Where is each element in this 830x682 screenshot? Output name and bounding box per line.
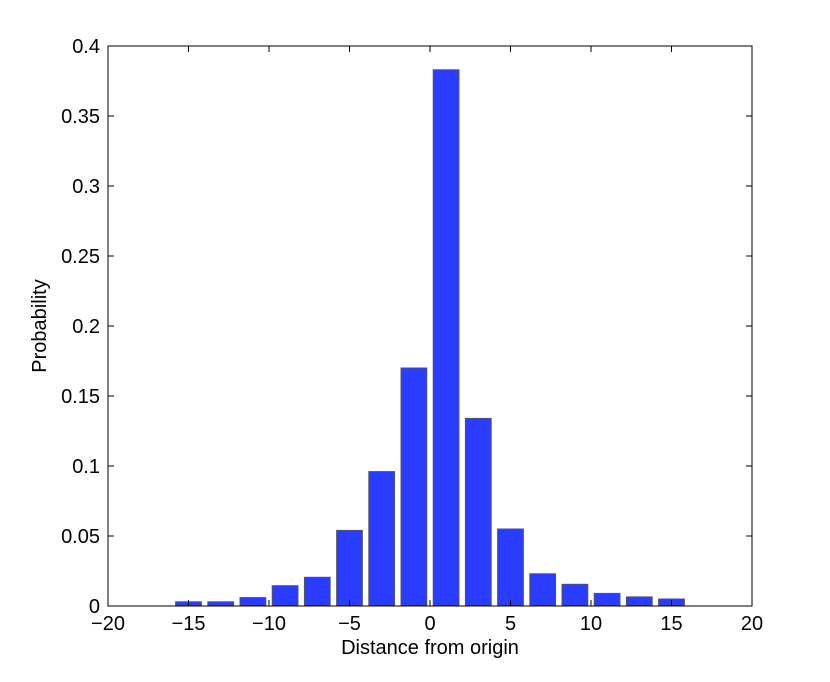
bar xyxy=(464,417,492,607)
y-tick-label: 0.15 xyxy=(61,386,100,408)
y-tick-label: 0.2 xyxy=(72,316,100,338)
y-tick-label: 0 xyxy=(89,596,100,618)
bar xyxy=(239,597,267,607)
y-tick-label: 0.4 xyxy=(72,36,100,58)
y-tick-label: 0.25 xyxy=(61,246,100,268)
x-axis-ticks: −20 −15 −10 −5 0 5 10 15 20 xyxy=(91,46,763,635)
plot-area-frame xyxy=(107,45,753,607)
bar xyxy=(207,601,235,607)
y-tick-label: 0.3 xyxy=(72,176,100,198)
bar xyxy=(368,471,396,607)
y-tick-label: 0.05 xyxy=(61,526,100,548)
bars-group xyxy=(175,69,685,607)
x-tick-label: 15 xyxy=(660,613,682,635)
y-tick-label: 0.1 xyxy=(72,456,100,478)
x-tick-label: −10 xyxy=(252,613,286,635)
bar xyxy=(593,592,621,607)
bar xyxy=(561,583,589,607)
x-tick-label: −20 xyxy=(91,613,125,635)
bar xyxy=(303,576,331,607)
bar xyxy=(400,367,428,607)
x-tick-label: 20 xyxy=(741,613,763,635)
x-axis-label: Distance from origin xyxy=(341,637,519,659)
x-tick-label: −5 xyxy=(338,613,361,635)
y-axis-ticks: 0 0.05 0.1 0.15 0.2 0.25 0.3 0.35 0.4 xyxy=(61,36,752,618)
x-tick-label: 0 xyxy=(424,613,435,635)
bar xyxy=(497,528,524,607)
x-tick-label: −15 xyxy=(172,613,206,635)
x-tick-label: 10 xyxy=(580,613,602,635)
bar xyxy=(625,596,653,607)
bar xyxy=(336,529,363,607)
y-axis-label: Probability xyxy=(29,279,51,372)
y-tick-label: 0.35 xyxy=(61,106,100,128)
x-tick-label: 5 xyxy=(505,613,516,635)
bar xyxy=(529,573,557,607)
bar xyxy=(271,585,299,607)
bar xyxy=(432,69,460,607)
